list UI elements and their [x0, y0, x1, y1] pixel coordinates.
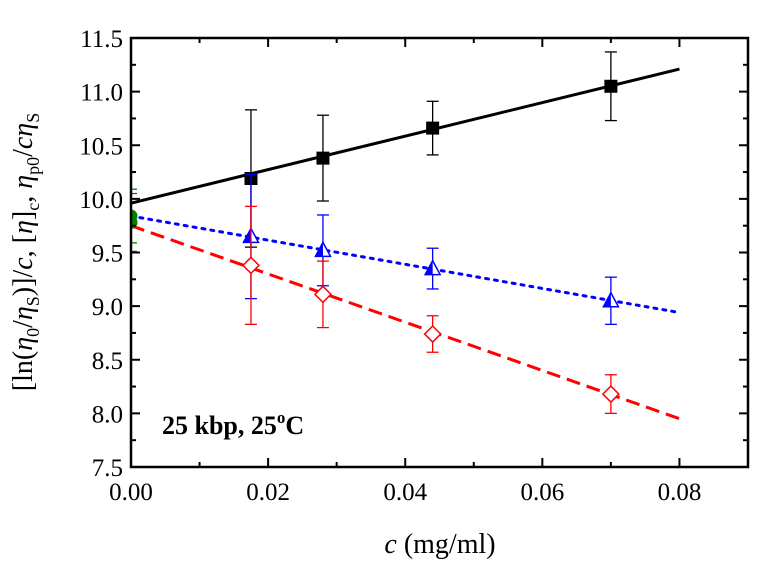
series-filled-square: [131, 51, 680, 248]
x-axis-label: c (mg/ml): [384, 529, 495, 560]
x-tick-label: 0.06: [520, 479, 564, 506]
data-point-triangle-fill: [603, 292, 611, 307]
series-half-filled-triangle: [131, 173, 681, 326]
y-tick-label: 8.0: [92, 401, 123, 428]
data-point-diamond: [601, 385, 620, 404]
annotation-text-2: C: [285, 411, 304, 440]
data-point-diamond: [423, 324, 442, 344]
y-tick-label: 7.5: [92, 455, 123, 482]
data-layer: [131, 51, 681, 421]
y-tick-label: 9.5: [92, 241, 123, 268]
x-tick-label: 0.08: [658, 479, 702, 506]
ylabel-part: η: [8, 175, 39, 189]
ylabel-part: )]/: [8, 270, 39, 297]
ylabel-part: c: [23, 203, 43, 211]
ylabel-part: /: [8, 149, 39, 157]
ylabel-part: c: [8, 257, 39, 270]
data-point-square: [316, 151, 330, 165]
ylabel-part: ,: [8, 189, 39, 203]
y-tick-label: 8.5: [92, 348, 123, 375]
ylabel-part: ]: [8, 211, 39, 220]
ylabel-part: S: [23, 296, 43, 306]
ylabel-part: [ln(: [8, 351, 39, 391]
ticks-layer: 0.00 0.02 0.04 0.06 0.08 7.5 8.0 8.5 9.0 9.5 10.0 1…: [79, 26, 748, 506]
ylabel-part: /: [8, 320, 39, 328]
data-point-diamond: [241, 256, 261, 275]
y-tick-label: 10.0: [79, 187, 123, 214]
fit-line: [131, 67, 680, 205]
data-point-triangle-fill: [315, 242, 323, 257]
y-tick-label: 11.0: [80, 80, 123, 107]
data-point-diamond: [313, 285, 333, 304]
annotation-text-1: 25 kbp, 25: [162, 411, 277, 440]
data-point-triangle-fill: [243, 228, 251, 243]
series-open-diamond: [131, 205, 680, 421]
annotation-sup: o: [277, 408, 286, 427]
ylabel-part: 0: [23, 328, 43, 337]
ylabel-part: η: [8, 123, 39, 137]
data-point-square: [604, 79, 618, 93]
ylabel-part: S: [23, 113, 43, 123]
ylabel-part: η: [8, 220, 39, 234]
ylabel-part: , [: [8, 234, 39, 257]
y-tick-label: 9.0: [92, 294, 123, 321]
ylabel-part: η: [8, 337, 39, 351]
x-tick-label: 0.04: [383, 479, 427, 506]
fit-line: [131, 214, 681, 315]
x-axis-var: c: [384, 529, 397, 560]
ylabel-part: p0: [23, 157, 43, 175]
y-tick-label: 11.5: [80, 26, 123, 53]
plot-frame: [129, 36, 750, 469]
data-point-triangle-fill: [425, 260, 433, 275]
fit-line: [131, 224, 680, 421]
ylabel-part: c: [8, 136, 39, 149]
annotation-label: 25 kbp, 25oC: [162, 408, 304, 440]
y-tick-label: 10.5: [79, 133, 123, 160]
x-axis-unit: (mg/ml): [397, 529, 496, 560]
data-point-square: [426, 121, 440, 135]
x-tick-label: 0.00: [109, 479, 153, 506]
ylabel-part: η: [8, 306, 39, 320]
x-tick-label: 0.02: [246, 479, 290, 506]
y-axis-label: [ln(η0/ηS)]/c, [η]c, ηp0/cηS: [8, 113, 43, 391]
